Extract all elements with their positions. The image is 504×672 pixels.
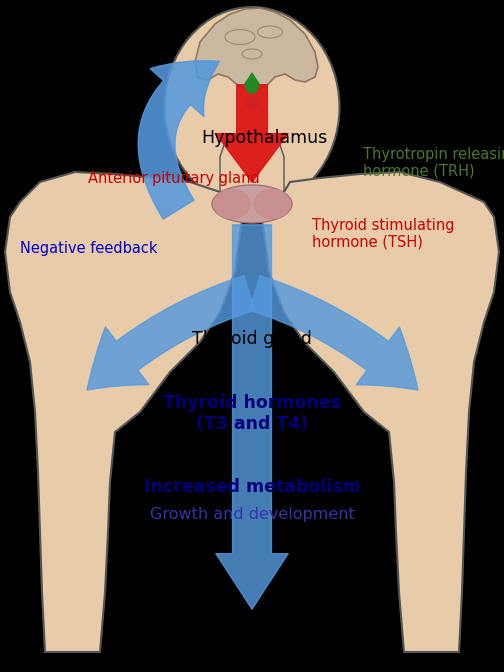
Text: Thyroid hormones
(T3 and T4): Thyroid hormones (T3 and T4) bbox=[163, 394, 341, 433]
Text: Increased metabolism: Increased metabolism bbox=[144, 478, 360, 496]
FancyArrowPatch shape bbox=[249, 276, 418, 390]
Text: Thyrotropin releasing: Thyrotropin releasing bbox=[363, 147, 504, 162]
FancyArrowPatch shape bbox=[87, 276, 255, 390]
Ellipse shape bbox=[212, 185, 292, 223]
Text: Anterior pituitary gland: Anterior pituitary gland bbox=[88, 171, 260, 185]
Text: Negative feedback: Negative feedback bbox=[20, 241, 158, 256]
Text: Hypothalamus: Hypothalamus bbox=[202, 129, 328, 146]
Text: Thyroid stimulating: Thyroid stimulating bbox=[312, 218, 455, 233]
Polygon shape bbox=[220, 132, 284, 212]
Polygon shape bbox=[244, 72, 260, 94]
Text: Growth and development: Growth and development bbox=[150, 507, 354, 521]
Circle shape bbox=[245, 95, 259, 109]
Ellipse shape bbox=[253, 189, 291, 219]
Text: hormone (TSH): hormone (TSH) bbox=[312, 235, 423, 249]
Polygon shape bbox=[195, 8, 318, 90]
Polygon shape bbox=[5, 172, 499, 652]
Ellipse shape bbox=[213, 189, 251, 219]
Ellipse shape bbox=[164, 7, 340, 207]
FancyArrowPatch shape bbox=[138, 60, 220, 219]
Text: Thyroid gland: Thyroid gland bbox=[192, 331, 312, 348]
FancyArrowPatch shape bbox=[216, 224, 288, 610]
Text: hormone (TRH): hormone (TRH) bbox=[363, 164, 474, 179]
FancyArrowPatch shape bbox=[216, 85, 288, 182]
